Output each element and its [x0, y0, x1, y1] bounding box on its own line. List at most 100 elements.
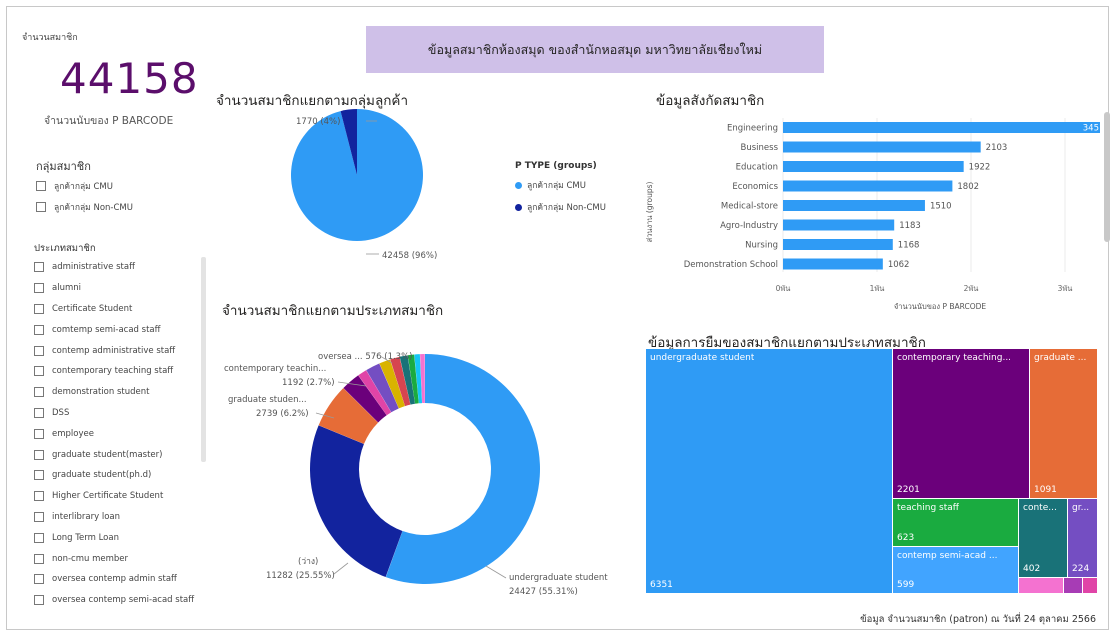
checkbox-icon[interactable]	[34, 449, 44, 460]
bar-value-label: 1802	[957, 182, 979, 192]
pie-label-noncmu: 1770 (4%)	[296, 117, 340, 127]
bar-value-label: 1510	[930, 202, 952, 212]
donut-slice[interactable]	[358, 370, 392, 416]
treemap-cell-contemporary-teaching[interactable]: contemporary teaching... 2201	[893, 349, 1029, 498]
type-slicer-item[interactable]: contemporary teaching staff	[34, 361, 194, 382]
donut-slice[interactable]	[420, 354, 425, 404]
bar-mark[interactable]	[783, 161, 964, 172]
treemap-cell-contemp-semi-acad[interactable]: contemp semi-acad ... 599	[893, 547, 1018, 593]
treemap-cell-small[interactable]	[1019, 578, 1063, 593]
bar-mark[interactable]	[783, 200, 925, 211]
bar-tick-label: 1พัน	[870, 284, 885, 293]
bar-mark[interactable]	[783, 258, 883, 270]
group-slicer-item[interactable]: ลูกค้ากลุ่ม Non-CMU	[36, 197, 133, 218]
bar-mark[interactable]	[783, 239, 893, 250]
bar-mark[interactable]	[783, 219, 895, 231]
bar-value-label: 1062	[888, 260, 910, 270]
legend-item-noncmu[interactable]: ลูกค้ากลุ่ม Non-CMU	[515, 196, 606, 218]
donut-label-blank-name: (ว่าง)	[298, 557, 318, 567]
type-slicer-item[interactable]: administrative staff	[34, 257, 194, 278]
donut-slice[interactable]	[385, 354, 540, 584]
checkbox-icon[interactable]	[34, 428, 44, 439]
group-slicer-title: กลุ่มสมาชิก	[36, 160, 91, 173]
checkbox-icon[interactable]	[34, 366, 44, 377]
bar-tick-labels: 0พัน 1พัน 2พัน 3พัน	[776, 284, 1073, 293]
donut-slice[interactable]	[407, 354, 419, 404]
checkbox-icon[interactable]	[36, 202, 46, 213]
type-slicer-item[interactable]: interlibrary loan	[34, 507, 194, 528]
donut-slice[interactable]	[366, 363, 399, 413]
bar-chart-title: ข้อมูลสังกัดสมาชิก	[656, 93, 765, 109]
treemap-cell-small[interactable]	[1064, 578, 1082, 593]
bar-mark[interactable]	[783, 141, 981, 153]
donut-slice[interactable]	[390, 356, 411, 407]
donut-leader-line	[315, 412, 335, 419]
treemap-cell-small[interactable]	[1083, 578, 1097, 593]
checkbox-icon[interactable]	[34, 532, 44, 543]
bar-chart-xlabel: จำนวนนับของ P BARCODE	[894, 302, 987, 311]
donut-slices	[309, 354, 540, 584]
treemap-cell-gr[interactable]: gr... 224	[1068, 499, 1097, 577]
checkbox-icon[interactable]	[34, 511, 44, 522]
type-slicer-item[interactable]: Higher Certificate Student	[34, 486, 194, 507]
donut-slice[interactable]	[343, 375, 387, 423]
type-slicer-item[interactable]: Long Term Loan	[34, 527, 194, 548]
legend-item-cmu[interactable]: ลูกค้ากลุ่ม CMU	[515, 174, 606, 196]
donut-slice[interactable]	[309, 425, 403, 578]
type-slicer-item[interactable]: DSS	[34, 403, 194, 424]
member-count-value: 44158	[60, 54, 199, 103]
donut-slice[interactable]	[414, 354, 423, 404]
checkbox-icon[interactable]	[34, 283, 44, 294]
donut-label-undergrad-name: undergraduate student	[509, 573, 608, 583]
type-slicer-item[interactable]: non-cmu member	[34, 548, 194, 569]
type-slicer-item[interactable]: contemp administrative staff	[34, 340, 194, 361]
bar-mark[interactable]	[783, 122, 1100, 133]
legend-title: P TYPE (groups)	[515, 161, 597, 171]
checkbox-icon[interactable]	[34, 324, 44, 335]
type-slicer-item[interactable]: alumni	[34, 278, 194, 299]
group-slicer-item[interactable]: ลูกค้ากลุ่ม CMU	[36, 176, 133, 197]
treemap-cell-teaching-staff[interactable]: teaching staff 623	[893, 499, 1018, 546]
donut-slice[interactable]	[379, 359, 405, 409]
checkbox-icon[interactable]	[34, 387, 44, 398]
donut-slice[interactable]	[318, 388, 379, 444]
checkbox-icon[interactable]	[34, 553, 44, 564]
donut-slice[interactable]	[399, 355, 416, 405]
checkbox-icon[interactable]	[34, 262, 44, 273]
type-slicer-item[interactable]: graduate student(master)	[34, 444, 194, 465]
group-slicer: ลูกค้ากลุ่ม CMU ลูกค้ากลุ่ม Non-CMU	[36, 176, 133, 218]
page-scrollbar[interactable]	[1104, 112, 1110, 242]
treemap-cell-graduate[interactable]: graduate ... 1091	[1030, 349, 1097, 498]
type-slicer-item[interactable]: oversea contemp admin staff	[34, 569, 194, 590]
pie-slice-noncmu[interactable]	[340, 109, 357, 175]
checkbox-icon[interactable]	[34, 595, 44, 606]
treemap-title: ข้อมูลการยืมของสมาชิกแยกตามประเภทสมาชิก	[648, 335, 926, 351]
checkbox-icon[interactable]	[36, 181, 46, 192]
type-slicer-item[interactable]: graduate student(ph.d)	[34, 465, 194, 486]
checkbox-icon[interactable]	[34, 303, 44, 314]
slicer-scrollbar[interactable]	[201, 257, 206, 462]
checkbox-icon[interactable]	[34, 345, 44, 356]
bar-value-label: 3451	[1083, 124, 1100, 134]
treemap-cell-conte[interactable]: conte... 402	[1019, 499, 1067, 577]
donut-leader-line	[379, 355, 393, 364]
type-slicer-item[interactable]: employee	[34, 423, 194, 444]
card-label: จำนวนสมาชิก	[22, 33, 78, 43]
checkbox-icon[interactable]	[34, 491, 44, 502]
bar-chart-ylabel: ส่วนงาน (groups)	[645, 182, 654, 243]
checkbox-icon[interactable]	[34, 574, 44, 585]
donut-label-undergrad-value: 24427 (55.31%)	[509, 587, 578, 597]
bar-value-label: 2103	[986, 143, 1008, 153]
donut-label-contemp-value: 1192 (2.7%)	[282, 378, 335, 388]
treemap-cell-undergraduate[interactable]: undergraduate student 6351	[646, 349, 892, 593]
checkbox-icon[interactable]	[34, 407, 44, 418]
type-slicer-item[interactable]: Certificate Student	[34, 299, 194, 320]
bar-mark[interactable]	[783, 180, 953, 192]
checkbox-icon[interactable]	[34, 470, 44, 481]
donut-label-oversea: oversea ... 576 (1.3%)	[318, 352, 412, 362]
type-slicer-item[interactable]: comtemp semi-acad staff	[34, 319, 194, 340]
type-slicer-item[interactable]: oversea contemp semi-acad staff	[34, 590, 194, 611]
donut-leader-line	[333, 562, 349, 575]
data-date-footer: ข้อมูล จำนวนสมาชิก (patron) ณ วันที่ 24 …	[860, 614, 1096, 625]
type-slicer-item[interactable]: demonstration student	[34, 382, 194, 403]
